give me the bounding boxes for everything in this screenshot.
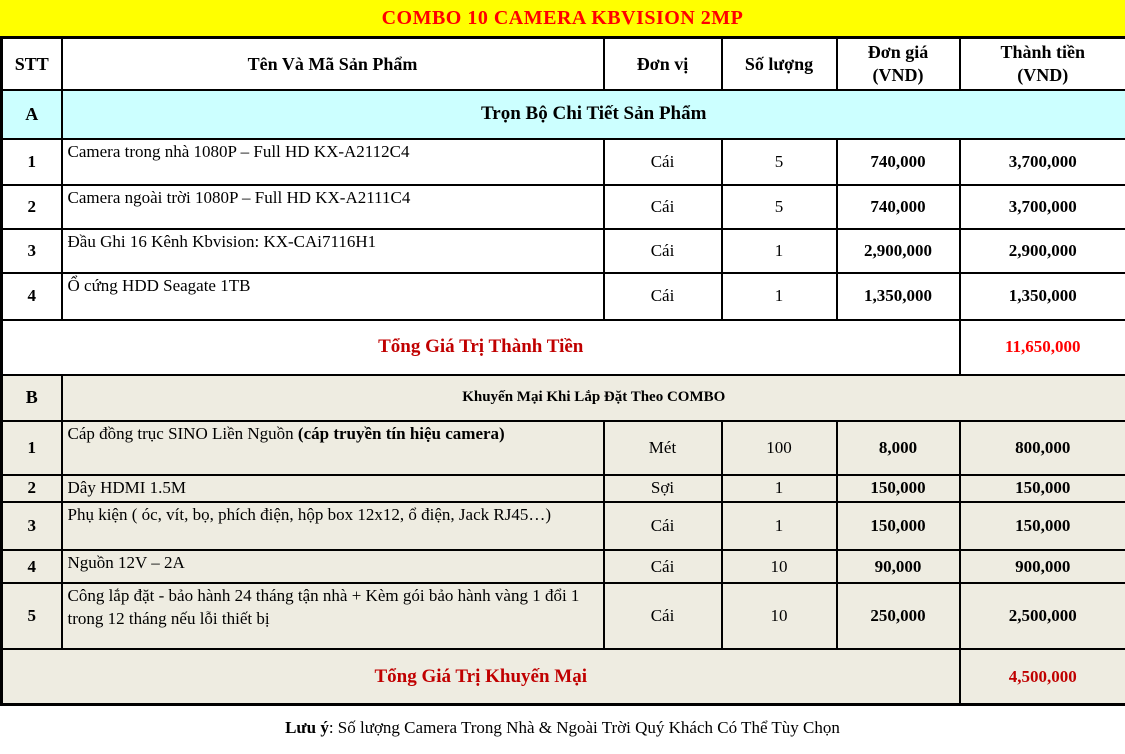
item-qty: 10 bbox=[720, 582, 838, 651]
item-qty: 1 bbox=[720, 501, 838, 552]
section-b-id: B bbox=[0, 373, 63, 422]
table-row: 1 Cáp đồng trục SINO Liền Nguồn (cáp tru… bbox=[0, 419, 1125, 476]
item-unit-price: 150,000 bbox=[835, 473, 961, 504]
item-amount: 2,500,000 bbox=[958, 582, 1125, 651]
table-row: 1 Camera trong nhà 1080P – Full HD KX-A2… bbox=[0, 137, 1125, 186]
table-row: 5 Công lắp đặt - bảo hành 24 tháng tận n… bbox=[0, 582, 1125, 651]
item-amount: 150,000 bbox=[958, 501, 1125, 552]
item-qty: 100 bbox=[720, 419, 838, 476]
section-a-total-row: Tổng Giá Trị Thành Tiền 11,650,000 bbox=[0, 318, 1125, 376]
section-a-title: Trọn Bộ Chi Tiết Sản Phẩm bbox=[60, 88, 1125, 140]
footer-note-text: : Số lượng Camera Trong Nhà & Ngoài Trời… bbox=[328, 717, 840, 737]
item-unit-price: 740,000 bbox=[835, 183, 961, 230]
section-b-total-row: Tổng Giá Trị Khuyến Mại 4,500,000 bbox=[0, 648, 1125, 706]
row-stt: 1 bbox=[0, 137, 63, 186]
row-stt: 5 bbox=[0, 582, 63, 651]
total-b-value: 4,500,000 bbox=[958, 648, 1125, 706]
item-name: Công lắp đặt - bảo hành 24 tháng tận nhà… bbox=[60, 582, 605, 651]
table-row: 2 Camera ngoài trời 1080P – Full HD KX-A… bbox=[0, 183, 1125, 230]
item-qty: 1 bbox=[720, 271, 838, 321]
item-name: Cáp đồng trục SINO Liền Nguồn (cáp truyề… bbox=[60, 419, 605, 476]
table-row: 3 Phụ kiện ( óc, vít, bọ, phích điện, hộ… bbox=[0, 501, 1125, 552]
item-amount: 2,900,000 bbox=[958, 227, 1125, 274]
col-header-name: Tên Và Mã Sản Phẩm bbox=[60, 36, 605, 91]
item-unit: Sợi bbox=[602, 473, 723, 504]
item-unit-price: 8,000 bbox=[835, 419, 961, 476]
item-unit: Cái bbox=[602, 582, 723, 651]
row-stt: 4 bbox=[0, 271, 63, 321]
item-unit: Cái bbox=[602, 549, 723, 585]
item-name-bold-text: (cáp truyền tín hiệu camera) bbox=[297, 423, 505, 443]
row-stt: 3 bbox=[0, 227, 63, 274]
col-header-price-line2: (VND) bbox=[872, 64, 924, 85]
col-header-price-line1: Đơn giá bbox=[867, 42, 929, 63]
item-qty: 5 bbox=[720, 137, 838, 186]
col-header-unit: Đơn vị bbox=[602, 36, 723, 91]
footer-note-label: Lưu ý bbox=[285, 717, 329, 737]
item-name: Ổ cứng HDD Seagate 1TB bbox=[60, 271, 605, 321]
item-unit-price: 90,000 bbox=[835, 549, 961, 585]
table-row: 2 Dây HDMI 1.5M Sợi 1 150,000 150,000 bbox=[0, 473, 1125, 504]
footer-note: Lưu ý: Số lượng Camera Trong Nhà & Ngoài… bbox=[0, 705, 1125, 750]
col-header-amount: Thành tiền (VND) bbox=[958, 36, 1125, 91]
row-stt: 1 bbox=[0, 419, 63, 476]
price-table: STT Tên Và Mã Sản Phẩm Đơn vị Số lượng Đ… bbox=[0, 36, 1125, 706]
item-unit-price: 150,000 bbox=[835, 501, 961, 552]
section-b-header-row: B Khuyến Mại Khi Lắp Đặt Theo COMBO bbox=[0, 373, 1125, 422]
item-name-text: Cáp đồng trục SINO Liền Nguồn bbox=[67, 423, 298, 443]
row-stt: 4 bbox=[0, 549, 63, 585]
col-header-price: Đơn giá (VND) bbox=[835, 36, 961, 91]
item-amount: 150,000 bbox=[958, 473, 1125, 504]
item-amount: 3,700,000 bbox=[958, 137, 1125, 186]
item-qty: 10 bbox=[720, 549, 838, 585]
col-header-qty: Số lượng bbox=[720, 36, 838, 91]
total-a-value: 11,650,000 bbox=[958, 318, 1125, 376]
table-row: 4 Nguồn 12V – 2A Cái 10 90,000 900,000 bbox=[0, 549, 1125, 585]
item-unit-price: 740,000 bbox=[835, 137, 961, 186]
item-unit: Cái bbox=[602, 501, 723, 552]
item-unit: Cái bbox=[602, 271, 723, 321]
table-row: 4 Ổ cứng HDD Seagate 1TB Cái 1 1,350,000… bbox=[0, 271, 1125, 321]
page-title: COMBO 10 CAMERA KBVISION 2MP bbox=[381, 6, 744, 29]
item-name: Nguồn 12V – 2A bbox=[60, 549, 605, 585]
col-header-amount-line1: Thành tiền bbox=[1000, 42, 1086, 63]
title-bar: COMBO 10 CAMERA KBVISION 2MP bbox=[0, 0, 1125, 36]
item-unit: Cái bbox=[602, 227, 723, 274]
item-qty: 1 bbox=[720, 473, 838, 504]
item-name: Đầu Ghi 16 Kênh Kbvision: KX-CAi7116H1 bbox=[60, 227, 605, 274]
section-b-title: Khuyến Mại Khi Lắp Đặt Theo COMBO bbox=[60, 373, 1125, 422]
item-qty: 1 bbox=[720, 227, 838, 274]
item-unit: Cái bbox=[602, 137, 723, 186]
item-unit: Mét bbox=[602, 419, 723, 476]
item-unit-price: 1,350,000 bbox=[835, 271, 961, 321]
item-amount: 800,000 bbox=[958, 419, 1125, 476]
item-amount: 3,700,000 bbox=[958, 183, 1125, 230]
col-header-stt: STT bbox=[0, 36, 63, 91]
table-row: 3 Đầu Ghi 16 Kênh Kbvision: KX-CAi7116H1… bbox=[0, 227, 1125, 274]
section-a-header-row: A Trọn Bộ Chi Tiết Sản Phẩm bbox=[0, 88, 1125, 140]
item-name: Dây HDMI 1.5M bbox=[60, 473, 605, 504]
row-stt: 3 bbox=[0, 501, 63, 552]
item-unit-price: 250,000 bbox=[835, 582, 961, 651]
item-amount: 900,000 bbox=[958, 549, 1125, 585]
item-amount: 1,350,000 bbox=[958, 271, 1125, 321]
item-name: Camera ngoài trời 1080P – Full HD KX-A21… bbox=[60, 183, 605, 230]
section-a-id: A bbox=[0, 88, 63, 140]
col-header-amount-line2: (VND) bbox=[1017, 64, 1069, 85]
item-name: Camera trong nhà 1080P – Full HD KX-A211… bbox=[60, 137, 605, 186]
total-b-label: Tổng Giá Trị Khuyến Mại bbox=[0, 648, 961, 706]
item-unit: Cái bbox=[602, 183, 723, 230]
row-stt: 2 bbox=[0, 183, 63, 230]
total-a-label: Tổng Giá Trị Thành Tiền bbox=[0, 318, 961, 376]
item-qty: 5 bbox=[720, 183, 838, 230]
item-unit-price: 2,900,000 bbox=[835, 227, 961, 274]
row-stt: 2 bbox=[0, 473, 63, 504]
item-name: Phụ kiện ( óc, vít, bọ, phích điện, hộp … bbox=[60, 501, 605, 552]
table-header-row: STT Tên Và Mã Sản Phẩm Đơn vị Số lượng Đ… bbox=[0, 36, 1125, 91]
